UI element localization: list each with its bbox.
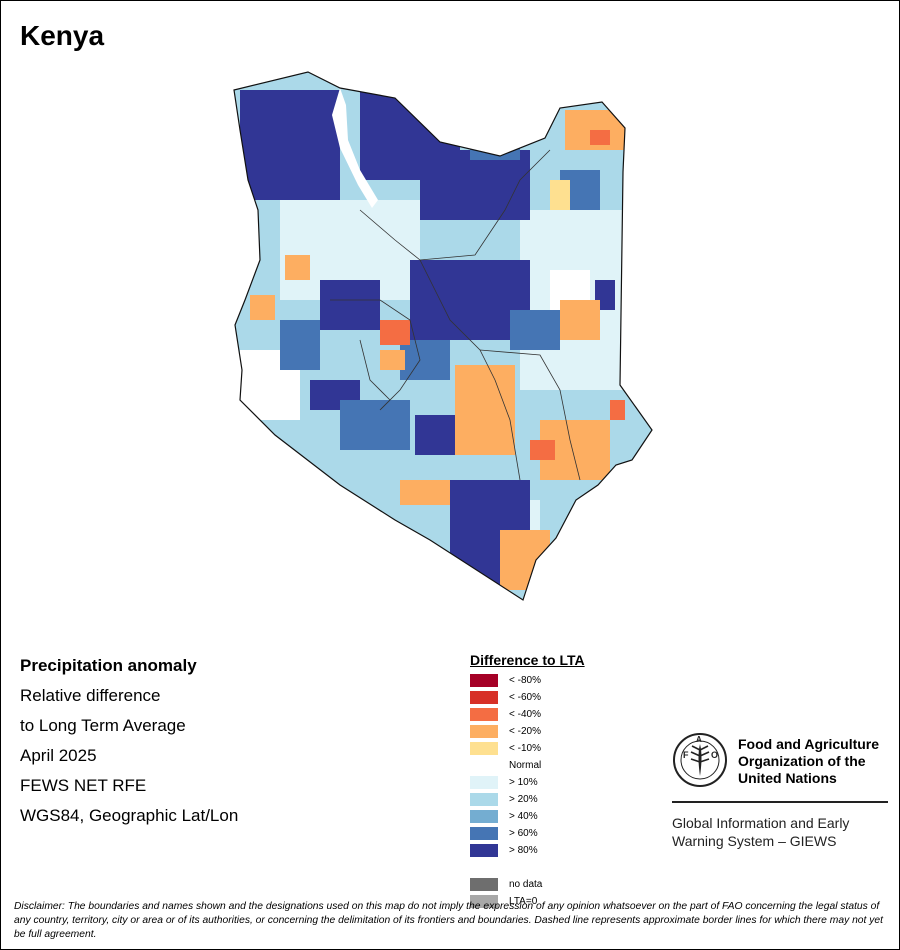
legend: Difference to LTA < -80% < -60% < -40% < -2… [470,652,585,910]
legend-item: < -60% [470,689,585,706]
legend-item: > 20% [470,791,585,808]
legend-label: no data [509,879,543,890]
legend-label: > 80% [509,845,538,856]
legend-swatch [470,895,498,908]
anomaly-map [220,60,660,610]
svg-text:O: O [711,750,718,760]
lake-turkana [332,88,378,208]
kenya-map-svg [233,71,653,601]
legend-label: > 10% [509,777,538,788]
legend-swatch [470,878,498,891]
map-info: Precipitation anomaly Relative differenc… [20,656,238,836]
legend-item: < -20% [470,723,585,740]
legend-swatch [470,674,498,687]
admin-boundaries [330,149,581,481]
legend-label: > 60% [509,828,538,839]
fao-name-line-1: Food and Agriculture [738,736,880,752]
legend-item: no data [470,876,585,893]
legend-swatch [470,691,498,704]
info-heading: Precipitation anomaly [20,656,197,675]
disclaimer-text: The boundaries and names shown and the d… [14,901,883,940]
legend-label: < -60% [509,692,541,703]
legend-item: > 10% [470,774,585,791]
svg-text:F: F [683,750,689,760]
legend-swatch [470,844,498,857]
fao-logo-icon: F A O [673,733,727,787]
legend-label: > 20% [509,794,538,805]
legend-item: < -10% [470,740,585,757]
fao-name-line-3: United Nations [738,770,837,786]
legend-swatch [470,827,498,840]
legend-rows: < -80% < -60% < -40% < -20% < -10% Normal > 10… [470,672,585,910]
info-line-1: Relative difference [20,686,161,705]
info-source: FEWS NET RFE [20,776,147,795]
legend-item: > 40% [470,808,585,825]
legend-swatch [470,725,498,738]
svg-text:A: A [696,735,702,744]
fao-name: Food and Agriculture Organization of the… [738,736,898,787]
info-period: April 2025 [20,746,97,765]
legend-swatch [470,742,498,755]
legend-item: LTA=0 [470,893,585,910]
legend-label: < -40% [509,709,541,720]
disclaimer: Disclaimer: The boundaries and names sho… [14,900,886,942]
info-line-2: to Long Term Average [20,716,186,735]
legend-label: < -20% [509,726,541,737]
legend-item: Normal [470,757,585,774]
fao-name-line-2: Organization of the [738,753,866,769]
info-projection: WGS84, Geographic Lat/Lon [20,806,239,825]
legend-swatch [470,793,498,806]
legend-item: > 80% [470,842,585,859]
legend-label: > 40% [509,811,538,822]
legend-swatch [470,776,498,789]
country-outline [233,71,653,601]
legend-gap [470,859,585,876]
legend-swatch [470,759,498,772]
legend-label: LTA=0 [509,896,538,907]
legend-title: Difference to LTA [470,652,585,668]
legend-label: Normal [509,760,542,771]
legend-swatch [470,708,498,721]
legend-label: < -80% [509,675,541,686]
fao-divider [672,801,888,803]
giews-line-1: Global Information and Early [672,815,850,831]
legend-label: < -10% [509,743,541,754]
giews-line-2: Warning System – GIEWS [672,833,837,849]
legend-item: < -40% [470,706,585,723]
map-title: Kenya [20,20,105,51]
legend-swatch [470,810,498,823]
giews-name: Global Information and Early Warning Sys… [672,814,892,850]
legend-item: > 60% [470,825,585,842]
disclaimer-label: Disclaimer: [14,901,65,912]
legend-item: < -80% [470,672,585,689]
